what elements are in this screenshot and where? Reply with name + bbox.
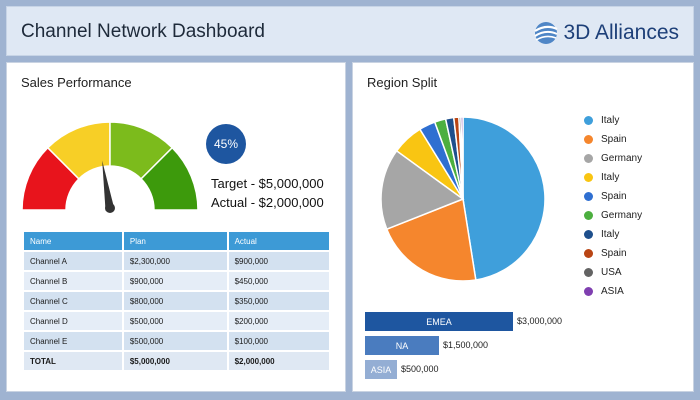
legend-label: USA [601, 267, 622, 278]
region-bar-asia: ASIA [365, 360, 397, 379]
legend-item: ASIA [584, 282, 642, 301]
logo-text: 3D Alliances [563, 21, 679, 44]
globe-icon [534, 22, 558, 44]
legend-swatch [584, 268, 593, 277]
legend-swatch [584, 116, 593, 125]
cell-name: Channel D [24, 312, 124, 330]
table-header-row: Name Plan Actual [24, 232, 329, 250]
legend-swatch [584, 135, 593, 144]
channel-plan-table: Name Plan Actual Channel A $2,300,000 $9… [24, 230, 329, 372]
sales-performance-panel: Sales Performance 45% Target - $5,000,00… [6, 62, 346, 392]
table-row: Channel A $2,300,000 $900,000 [24, 252, 329, 270]
cell-name: Channel E [24, 332, 124, 350]
legend-swatch [584, 249, 593, 258]
region-bar-na: NA [365, 336, 439, 355]
region-split-panel: Region Split Italy Spain Germany Italy Spain… [352, 62, 694, 392]
legend-swatch [584, 173, 593, 182]
legend-item: USA [584, 263, 642, 282]
legend-label: Spain [601, 134, 627, 145]
legend-item: Spain [584, 244, 642, 263]
table-total-row: TOTAL $5,000,000 $2,000,000 [24, 352, 329, 370]
gauge-needle [102, 160, 115, 211]
table-row: Channel D $500,000 $200,000 [24, 312, 329, 330]
page-title: Channel Network Dashboard [21, 21, 265, 42]
legend-swatch [584, 287, 593, 296]
table-row: Channel B $900,000 $450,000 [24, 272, 329, 290]
legend-item: Italy [584, 225, 642, 244]
legend-item: Spain [584, 130, 642, 149]
legend-label: Italy [601, 172, 620, 183]
legend-swatch [584, 230, 593, 239]
actual-value: Actual - $2,000,000 [211, 195, 324, 210]
region-bar-emea: EMEA [365, 312, 513, 331]
table-row: Channel C $800,000 $350,000 [24, 292, 329, 310]
region-bar-value: $3,000,000 [517, 316, 563, 326]
legend-label: Spain [601, 248, 627, 259]
cell-total-label: TOTAL [24, 352, 124, 370]
pie-slice-3 [380, 149, 465, 231]
cell-total-plan: $5,000,000 [123, 352, 229, 370]
region-bar-value: $1,500,000 [443, 340, 489, 350]
percent-badge: 45% [206, 124, 246, 164]
gauge-band-4 [140, 146, 199, 211]
pie-slice-1 [462, 116, 546, 281]
cell-actual: $900,000 [228, 252, 329, 270]
legend-item: Italy [584, 168, 642, 187]
cell-total-actual: $2,000,000 [228, 352, 329, 370]
cell-name: Channel A [24, 252, 124, 270]
region-split-title: Region Split [367, 75, 438, 90]
company-logo: 3D Alliances [533, 19, 679, 47]
cell-actual: $100,000 [228, 332, 329, 350]
gauge-hub [105, 203, 115, 213]
cell-actual: $350,000 [228, 292, 329, 310]
legend-label: Spain [601, 191, 627, 202]
cell-plan: $800,000 [123, 292, 229, 310]
col-header-actual: Actual [228, 232, 329, 250]
legend-label: Italy [601, 115, 620, 126]
legend-label: Germany [601, 153, 643, 164]
cell-plan: $500,000 [123, 332, 229, 350]
legend-label: ASIA [601, 286, 624, 297]
col-header-name: Name [24, 232, 124, 250]
region-bar-value: $500,000 [401, 364, 439, 374]
cell-plan: $900,000 [123, 272, 229, 290]
cell-plan: $2,300,000 [123, 252, 229, 270]
legend-swatch [584, 211, 593, 220]
pie-slice-2 [385, 197, 477, 282]
target-value: Target - $5,000,000 [211, 176, 324, 191]
cell-actual: $200,000 [228, 312, 329, 330]
pie-slice-10 [460, 116, 464, 200]
dashboard-header: Channel Network Dashboard 3D Alliances [6, 6, 694, 56]
table-row: Channel E $500,000 $100,000 [24, 332, 329, 350]
region-legend: Italy Spain Germany Italy Spain Germany Italy S… [584, 111, 642, 301]
cell-name: Channel B [24, 272, 124, 290]
region-pie-chart [380, 116, 546, 282]
sales-gauge [21, 121, 199, 213]
legend-item: Germany [584, 206, 642, 225]
sales-performance-title: Sales Performance [21, 75, 132, 90]
region-bar-chart: EMEA $3,000,000 NA $1,500,000 ASIA $500,000 [365, 312, 685, 382]
legend-item: Spain [584, 187, 642, 206]
legend-swatch [584, 154, 593, 163]
legend-item: Germany [584, 149, 642, 168]
cell-plan: $500,000 [123, 312, 229, 330]
legend-label: Italy [601, 229, 620, 240]
cell-actual: $450,000 [228, 272, 329, 290]
legend-item: Italy [584, 111, 642, 130]
cell-name: Channel C [24, 292, 124, 310]
col-header-plan: Plan [123, 232, 229, 250]
legend-label: Germany [601, 210, 643, 221]
legend-swatch [584, 192, 593, 201]
